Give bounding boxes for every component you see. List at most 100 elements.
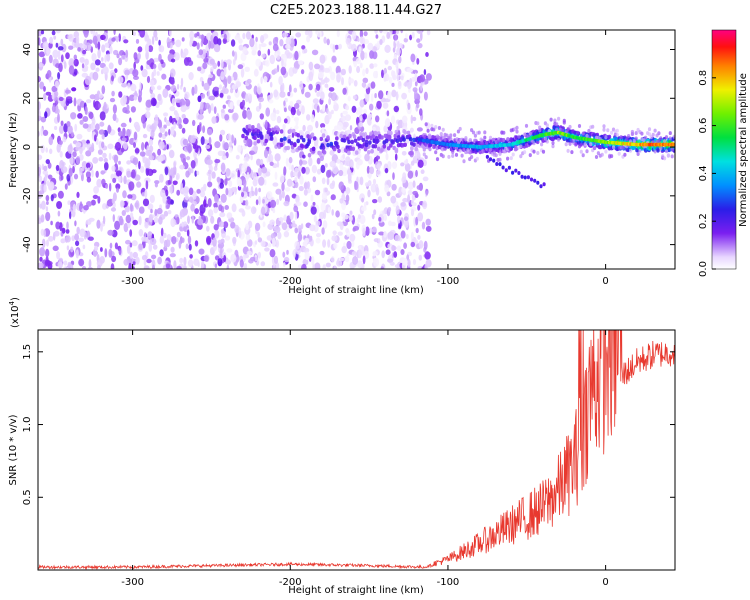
spectrogram-cell <box>230 39 236 47</box>
spectrogram-cell <box>112 214 116 223</box>
spectrogram-cell <box>425 190 429 196</box>
spectrogram-cell <box>364 153 370 162</box>
spectrogram-cell <box>284 97 288 103</box>
spectrogram-cell <box>258 195 261 206</box>
spectrogram-cell <box>206 225 210 232</box>
spectrogram-cell <box>287 91 291 97</box>
spectrogram-cell <box>63 61 67 69</box>
spectrogram-cell <box>335 65 341 75</box>
spectrogram-cell <box>370 93 374 103</box>
spectrogram-cell <box>127 194 133 199</box>
spectrogram-y-tick-label: 0 <box>22 144 33 150</box>
spectrogram-cell <box>402 197 408 203</box>
spectrogram-cell <box>411 202 417 207</box>
spectrogram-cell <box>176 189 181 196</box>
spectrogram-cell <box>146 75 151 84</box>
spectrogram-cell <box>311 49 319 56</box>
spectrogram-cell <box>144 177 151 183</box>
spectrogram-halo-cell <box>515 125 519 130</box>
spectrogram-ridge-cell <box>286 145 291 151</box>
spectrogram-cell <box>60 238 66 244</box>
spectrogram-cell <box>150 208 153 214</box>
spectrogram-cell <box>344 114 351 122</box>
spectrogram-cell <box>301 263 307 269</box>
spectrogram-ridge-cell <box>394 147 399 152</box>
spectrogram-cell <box>257 167 262 177</box>
spectrogram-cell <box>129 229 133 237</box>
spectrogram-cell <box>191 86 195 96</box>
spectrogram-cell <box>102 215 106 225</box>
spectrogram-cell <box>369 227 373 234</box>
spectrogram-cell <box>359 99 365 108</box>
spectrogram-cell <box>97 264 101 269</box>
spectrogram-cell <box>295 32 302 38</box>
spectrogram-cell <box>410 53 416 63</box>
spectrogram-ridge-cell <box>361 137 366 143</box>
spectrogram-cell <box>206 235 212 245</box>
spectrogram-cell <box>326 107 329 115</box>
spectrogram-cell <box>183 86 187 93</box>
spectrogram-halo-cell <box>621 145 625 150</box>
spectrogram-cell <box>193 258 200 266</box>
spectrogram-ridge-cell <box>506 137 510 142</box>
spectrogram-cell <box>138 88 143 98</box>
spectrogram-cell <box>370 81 376 89</box>
spectrogram-cell <box>132 251 138 259</box>
spectrogram-cell <box>201 80 205 87</box>
spectrogram-cell <box>358 46 362 54</box>
spectrogram-cell <box>41 238 46 248</box>
spectrogram-cell <box>418 240 424 249</box>
spectrogram-cell <box>221 155 227 160</box>
spectrogram-cell <box>352 225 360 231</box>
spectrogram-cell <box>63 266 69 269</box>
spectrogram-cell <box>365 226 370 236</box>
spectrogram-cell <box>71 131 74 138</box>
spectrogram-cell <box>333 100 337 106</box>
spectrogram-cell <box>214 229 220 239</box>
spectrogram-cell <box>57 113 60 123</box>
spectrogram-cell <box>265 119 268 129</box>
spectrogram-cell <box>419 108 423 116</box>
spectrogram-cell <box>77 47 81 52</box>
spectrogram-cell <box>133 52 138 61</box>
spectrogram-halo-cell <box>470 155 474 159</box>
spectrogram-ridge-cell <box>382 144 387 149</box>
spectrogram-ridge-cell <box>614 136 618 141</box>
spectrogram-cell <box>372 199 378 204</box>
spectrogram-cell <box>330 256 335 263</box>
spectrogram-cell <box>207 198 212 208</box>
spectrogram-cell <box>388 220 392 227</box>
spectrogram-halo-cell <box>623 152 627 157</box>
spectrogram-cell <box>362 68 366 77</box>
spectrogram-cell <box>65 96 73 102</box>
spectrogram-cell <box>359 115 363 122</box>
spectrogram-cell <box>68 65 75 75</box>
spectrogram-cell <box>405 158 409 165</box>
spectrogram-cell <box>82 116 89 122</box>
spectrogram-cell <box>154 114 159 124</box>
spectrogram-cell <box>242 254 246 263</box>
spectrogram-cell <box>417 212 424 222</box>
spectrogram-cell <box>101 44 106 53</box>
spectrogram-cell <box>91 169 94 178</box>
spectrogram-cell <box>198 248 205 255</box>
spectrogram-cell <box>40 116 47 123</box>
spectrogram-cell <box>393 34 399 41</box>
snr-x-ticks: -300 -200 -100 0 <box>121 330 609 588</box>
spectrogram-ridge-cell <box>342 138 347 143</box>
spectrogram-cell <box>163 232 167 239</box>
spectrogram-cell <box>314 63 321 70</box>
spectrogram-cell <box>419 74 425 83</box>
spectrogram-cell <box>245 199 249 207</box>
spectrogram-cell <box>48 235 54 242</box>
spectrogram-cell <box>170 167 174 175</box>
spectrogram-cell <box>348 65 352 74</box>
spectrogram-cell <box>398 55 402 64</box>
spectrogram-cell <box>249 150 255 155</box>
spectrogram-cell <box>304 166 310 175</box>
spectrogram-cell <box>170 217 176 228</box>
spectrogram-halo-cell <box>458 126 462 131</box>
spectrogram-halo-cell <box>585 133 589 138</box>
spectrogram-cell <box>243 161 248 169</box>
spectrogram-cell <box>104 161 109 171</box>
